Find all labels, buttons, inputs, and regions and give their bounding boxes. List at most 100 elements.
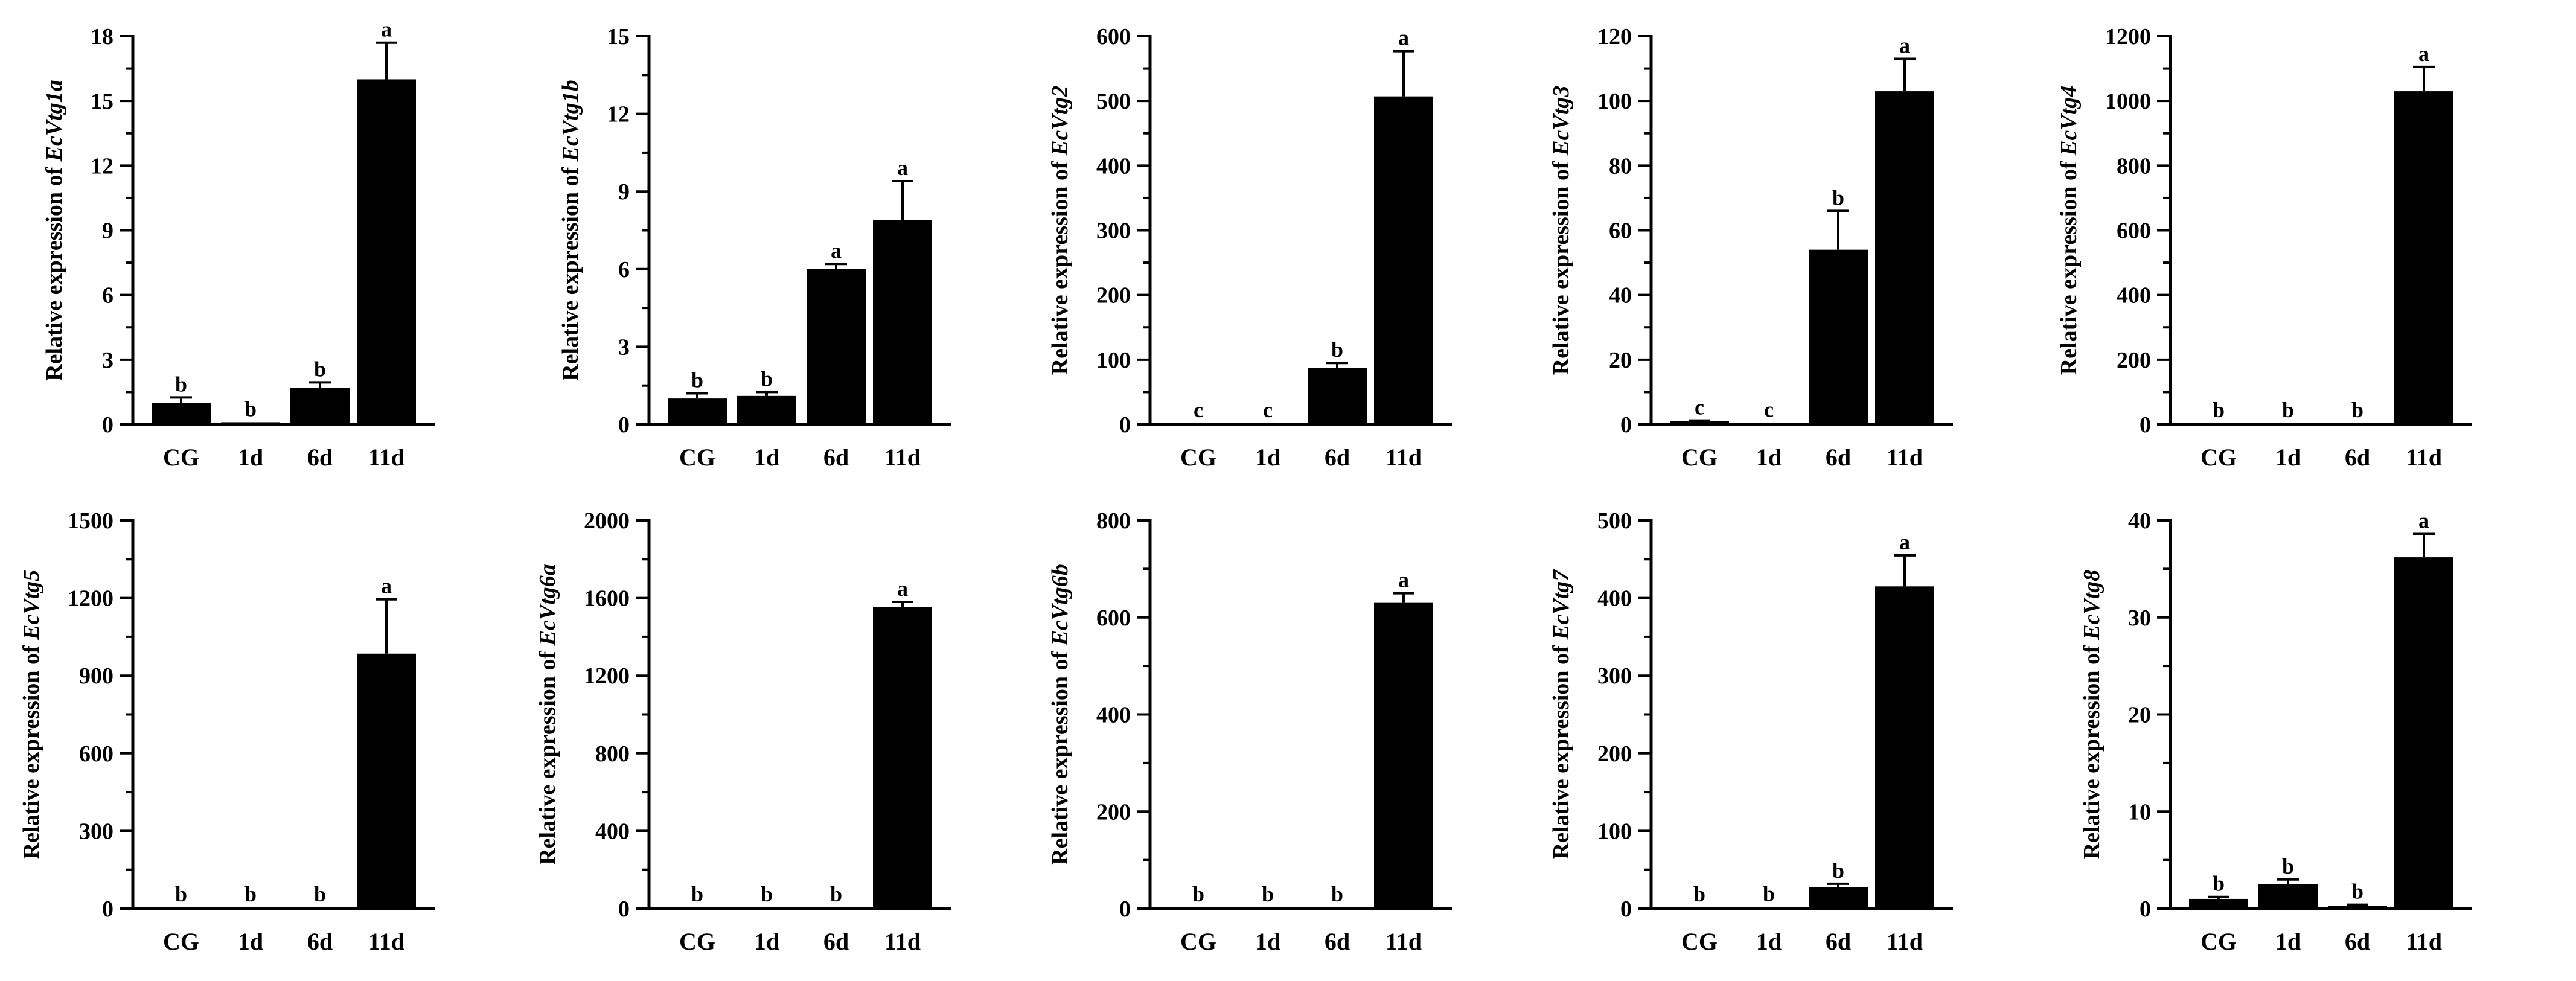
significance-letter: c	[1695, 395, 1704, 420]
bar-11d	[2394, 557, 2453, 909]
significance-letter: a	[1398, 26, 1409, 50]
y-tick-label: 9	[618, 179, 630, 205]
y-tick-label: 10	[2128, 799, 2151, 825]
significance-letter: b	[2351, 398, 2363, 422]
significance-letter: b	[1331, 337, 1343, 362]
y-tick-label: 200	[1096, 799, 1131, 825]
chart-panel-ecvtg7: 0 100 200 300 400 500 Relative expression of E…	[1548, 508, 1953, 955]
chart-panel-ecvtg6b: 0 200 400 600 800 Relative expression of EcVt…	[1047, 508, 1452, 955]
significance-letter: a	[897, 156, 908, 180]
y-tick-label: 18	[91, 24, 113, 50]
bar-1d	[737, 395, 796, 424]
x-tick-label: CG	[2200, 928, 2237, 955]
x-tick-label: 1d	[1756, 928, 1782, 955]
significance-letter: b	[314, 357, 326, 381]
y-axis-label: Relative expression of EcVtg6b	[1047, 564, 1073, 865]
significance-letter: b	[314, 882, 326, 906]
significance-letter: b	[761, 882, 773, 906]
bar-11d	[1374, 96, 1433, 425]
bar-6d	[1809, 886, 1868, 909]
y-tick-label: 0	[1119, 412, 1131, 438]
significance-letter: b	[691, 882, 703, 906]
y-tick-label: 200	[1597, 741, 1632, 767]
bar-cg	[668, 398, 727, 424]
x-tick-label: 6d	[823, 444, 849, 471]
bar-6d	[290, 907, 350, 909]
y-tick-label: 900	[79, 663, 113, 689]
y-axis-label-gene: EcVtg7	[1548, 569, 1574, 641]
y-tick-label: 100	[1096, 348, 1131, 373]
bar-11d	[1875, 586, 1934, 909]
bar-cg	[1670, 907, 1729, 909]
significance-letter: a	[2418, 509, 2429, 533]
x-tick-label: 11d	[1385, 928, 1422, 955]
bar-cg	[1169, 907, 1228, 909]
x-tick-label: CG	[163, 928, 199, 955]
y-tick-label: 800	[1096, 508, 1131, 534]
y-tick-label: 200	[2117, 348, 2151, 373]
y-tick-label: 600	[2117, 219, 2151, 244]
bar-11d	[357, 653, 416, 909]
x-tick-label: 11d	[1887, 444, 1923, 471]
y-tick-label: 100	[1597, 819, 1632, 844]
significance-letter: b	[830, 882, 842, 906]
x-tick-label: 1d	[1756, 444, 1782, 471]
y-axis-label-prefix: Relative expression of	[1548, 156, 1574, 375]
bar-cg	[1670, 421, 1729, 424]
y-axis-label: Relative expression of EcVtg1a	[42, 80, 67, 381]
significance-letter: b	[244, 882, 257, 906]
y-axis-label-gene: EcVtg8	[2079, 570, 2105, 641]
y-tick-label: 40	[2128, 508, 2151, 534]
x-tick-label: 6d	[1826, 928, 1851, 955]
y-axis-label-prefix: Relative expression of	[42, 161, 67, 380]
y-axis-label-prefix: Relative expression of	[2079, 640, 2105, 859]
y-tick-label: 0	[618, 896, 630, 922]
y-tick-label: 15	[607, 24, 630, 50]
significance-letter: b	[1763, 881, 1775, 906]
y-tick-label: 30	[2128, 606, 2151, 631]
y-axis-label-prefix: Relative expression of	[2056, 156, 2082, 375]
bar-1d	[2258, 884, 2318, 909]
y-axis-label: Relative expression of EcVtg7	[1548, 569, 1574, 860]
x-tick-label: 6d	[307, 444, 333, 471]
chart-panel-ecvtg1b: 0 3 6 9 12 15 Relative expression of EcVtg1b b C…	[558, 24, 951, 471]
y-axis-label: Relative expression of EcVtg5	[19, 570, 44, 860]
bar-1d	[221, 422, 280, 424]
bar-cg	[152, 907, 211, 909]
bar-6d	[290, 388, 350, 424]
y-axis-label-prefix: Relative expression of	[1047, 645, 1073, 864]
x-tick-label: 11d	[1385, 444, 1422, 471]
x-tick-label: 6d	[1325, 444, 1350, 471]
x-tick-label: 6d	[1325, 928, 1350, 955]
y-tick-label: 500	[1597, 508, 1632, 534]
significance-letter: a	[1398, 568, 1409, 592]
y-tick-label: 1200	[68, 586, 113, 612]
y-tick-label: 1200	[2105, 24, 2151, 50]
y-tick-label: 400	[1096, 703, 1131, 728]
significance-letter: b	[175, 372, 187, 396]
y-tick-label: 6	[102, 283, 113, 308]
y-axis-label-prefix: Relative expression of	[1047, 156, 1073, 375]
y-axis-label-prefix: Relative expression of	[19, 640, 44, 859]
significance-letter: b	[1693, 882, 1705, 906]
x-tick-label: CG	[163, 444, 199, 471]
x-tick-label: CG	[1681, 444, 1718, 471]
y-tick-label: 9	[102, 219, 113, 244]
y-tick-label: 120	[1597, 24, 1632, 50]
x-tick-label: 1d	[2275, 444, 2301, 471]
x-tick-label: 6d	[2345, 444, 2370, 471]
y-tick-label: 12	[607, 102, 630, 127]
y-tick-label: 1500	[68, 508, 113, 534]
y-axis-label-gene: EcVtg1a	[42, 80, 67, 162]
y-tick-label: 300	[79, 819, 113, 844]
bar-6d	[1308, 368, 1367, 424]
y-tick-label: 600	[1096, 606, 1131, 631]
y-tick-label: 3	[102, 348, 113, 373]
x-tick-label: CG	[1180, 444, 1216, 471]
significance-letter: a	[381, 574, 392, 598]
chart-panel-ecvtg8: 0 10 20 30 40 Relative expression of EcVtg8 b C…	[2079, 508, 2472, 955]
x-tick-label: 11d	[368, 928, 404, 955]
y-tick-label: 2000	[584, 508, 630, 534]
x-tick-label: 11d	[2406, 928, 2442, 955]
